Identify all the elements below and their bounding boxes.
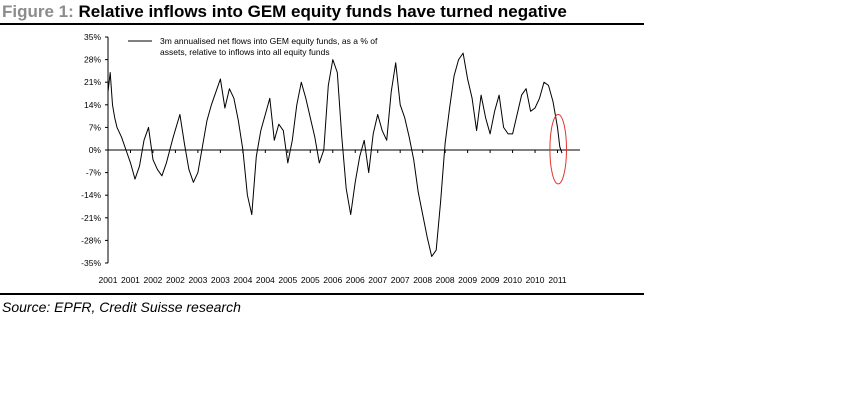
- footer-rule: [0, 293, 644, 295]
- x-tick-label: 2007: [368, 275, 387, 285]
- x-tick-label: 2003: [188, 275, 207, 285]
- x-tick-label: 2009: [481, 275, 500, 285]
- x-tick-label: 2005: [278, 275, 297, 285]
- x-tick-label: 2010: [526, 275, 545, 285]
- x-tick-label: 2010: [503, 275, 522, 285]
- x-tick-label: 2001: [121, 275, 140, 285]
- y-tick-label: 7%: [89, 122, 102, 132]
- x-tick-label: 2002: [166, 275, 185, 285]
- x-axis: 2001 2001 2002 2002 2003 2003 2004 2004 2005 2005…: [99, 149, 580, 285]
- x-tick-label: 2008: [413, 275, 432, 285]
- y-tick-label: 0%: [89, 145, 102, 155]
- x-tick-label: 2003: [211, 275, 230, 285]
- source-note: Source: EPFR, Credit Suisse research: [2, 299, 241, 315]
- figure-header: Figure 1: Relative inflows into GEM equi…: [2, 2, 567, 22]
- y-tick-label: 35%: [84, 32, 101, 42]
- series-line: [107, 52, 563, 257]
- y-tick-label: 21%: [84, 77, 101, 87]
- figure-title: Relative inflows into GEM equity funds h…: [78, 2, 567, 21]
- y-tick-label: -35%: [81, 258, 101, 268]
- figure-number: Figure 1:: [2, 2, 74, 21]
- x-tick-label: 2004: [256, 275, 275, 285]
- x-tick-label: 2001: [99, 275, 118, 285]
- x-tick-label: 2002: [143, 275, 162, 285]
- y-tick-label: 14%: [84, 100, 101, 110]
- x-tick-label: 2004: [233, 275, 252, 285]
- series-layer: [107, 52, 563, 257]
- x-tick-label: 2006: [323, 275, 342, 285]
- x-tick-label: 2007: [391, 275, 410, 285]
- y-tick-label: 28%: [84, 55, 101, 65]
- red-ellipse-highlight: [549, 114, 568, 185]
- x-tick-label: 2008: [436, 275, 455, 285]
- y-tick-label: -14%: [81, 190, 101, 200]
- x-tick-label: 2005: [301, 275, 320, 285]
- legend-label-line1: 3m annualised net flows into GEM equity …: [160, 36, 378, 46]
- legend-label-line2: assets, relative to inflows into all equ…: [160, 47, 330, 57]
- header-rule: [0, 23, 644, 25]
- y-tick-label: -28%: [81, 235, 101, 245]
- y-tick-label: -21%: [81, 213, 101, 223]
- x-tick-label: 2011: [548, 275, 567, 285]
- legend: 3m annualised net flows into GEM equity …: [128, 36, 378, 57]
- x-tick-label: 2009: [458, 275, 477, 285]
- x-tick-label: 2006: [346, 275, 365, 285]
- y-axis: 35% 28% 21% 14% 7% 0% -7% -14% -21% -28% -35%: [81, 32, 109, 268]
- y-tick-label: -7%: [86, 168, 102, 178]
